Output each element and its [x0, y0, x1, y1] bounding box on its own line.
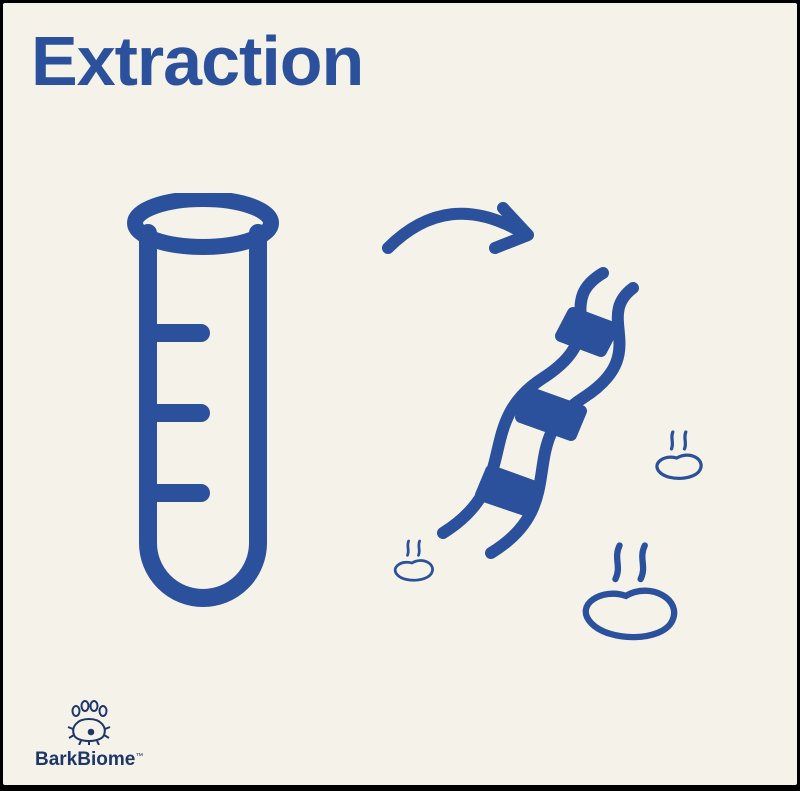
brand-name: BarkBiome™: [35, 749, 143, 771]
test-tube-icon: [135, 199, 271, 598]
dna-helix-icon: [443, 273, 633, 553]
arrow-icon: [388, 208, 528, 248]
page-title: Extraction: [31, 21, 363, 101]
brand-logo: BarkBiome™: [35, 699, 143, 771]
paw-microbe-icon: [63, 699, 115, 745]
card: Extraction: [3, 3, 797, 785]
extraction-illustration: [113, 193, 753, 673]
